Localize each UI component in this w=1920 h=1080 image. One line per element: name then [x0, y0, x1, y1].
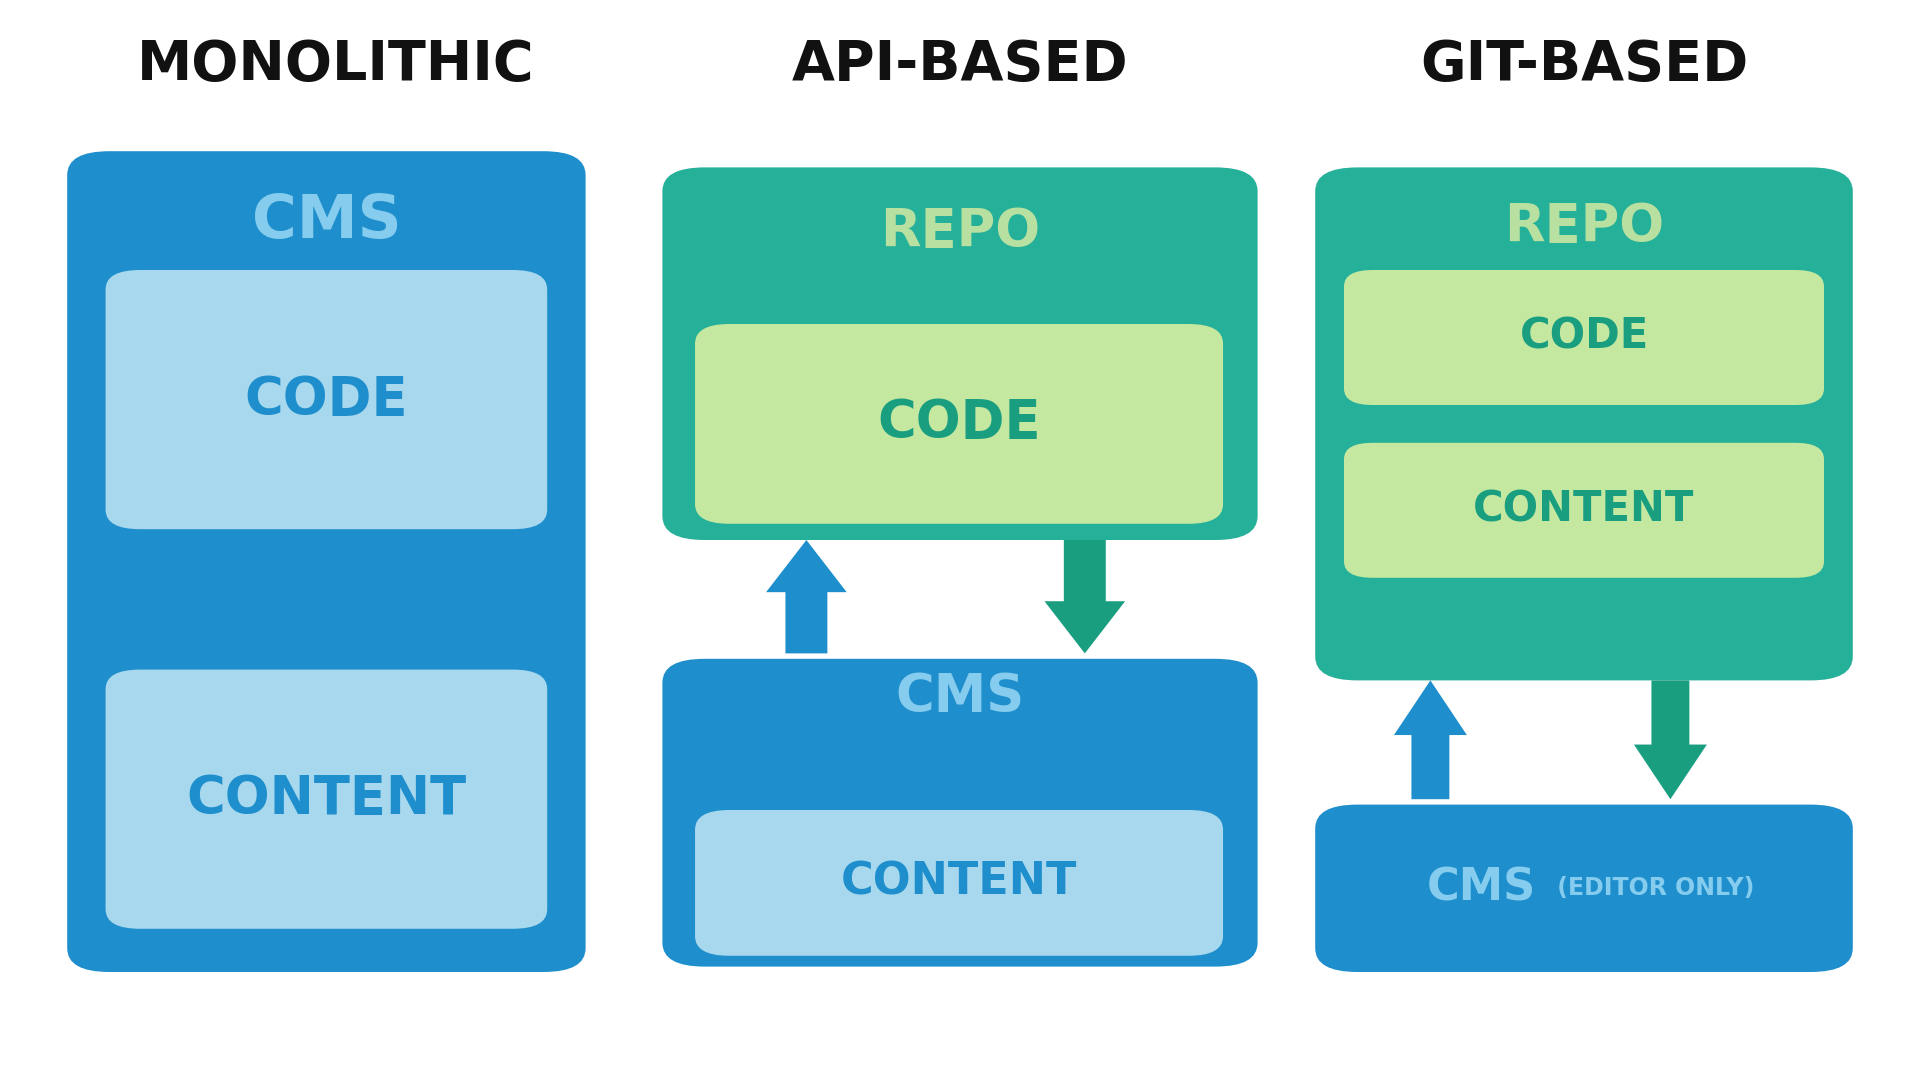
FancyBboxPatch shape: [695, 810, 1223, 956]
FancyBboxPatch shape: [106, 270, 547, 529]
FancyBboxPatch shape: [695, 324, 1223, 524]
Polygon shape: [1634, 680, 1707, 799]
Text: GIT-BASED: GIT-BASED: [1421, 38, 1747, 92]
Polygon shape: [1044, 540, 1125, 653]
Text: CONTENT: CONTENT: [186, 773, 467, 825]
Text: MONOLITHIC: MONOLITHIC: [136, 38, 536, 92]
Text: REPO: REPO: [1503, 201, 1665, 253]
Text: CODE: CODE: [1519, 316, 1649, 357]
Text: CMS: CMS: [1427, 867, 1536, 909]
Text: CMS: CMS: [252, 192, 401, 251]
Text: API-BASED: API-BASED: [791, 38, 1129, 92]
Polygon shape: [766, 540, 847, 653]
FancyBboxPatch shape: [1315, 805, 1853, 972]
FancyBboxPatch shape: [1344, 270, 1824, 405]
Text: CONTENT: CONTENT: [1473, 489, 1695, 530]
FancyBboxPatch shape: [662, 167, 1258, 540]
FancyBboxPatch shape: [106, 670, 547, 929]
FancyBboxPatch shape: [67, 151, 586, 972]
Text: CODE: CODE: [877, 397, 1041, 449]
Text: CONTENT: CONTENT: [841, 861, 1077, 904]
FancyBboxPatch shape: [662, 659, 1258, 967]
Text: REPO: REPO: [879, 206, 1041, 258]
FancyBboxPatch shape: [1344, 443, 1824, 578]
FancyBboxPatch shape: [1315, 167, 1853, 680]
Text: CODE: CODE: [244, 374, 409, 426]
Text: (EDITOR ONLY): (EDITOR ONLY): [1549, 876, 1755, 901]
Text: CMS: CMS: [895, 671, 1025, 723]
Polygon shape: [1394, 680, 1467, 799]
